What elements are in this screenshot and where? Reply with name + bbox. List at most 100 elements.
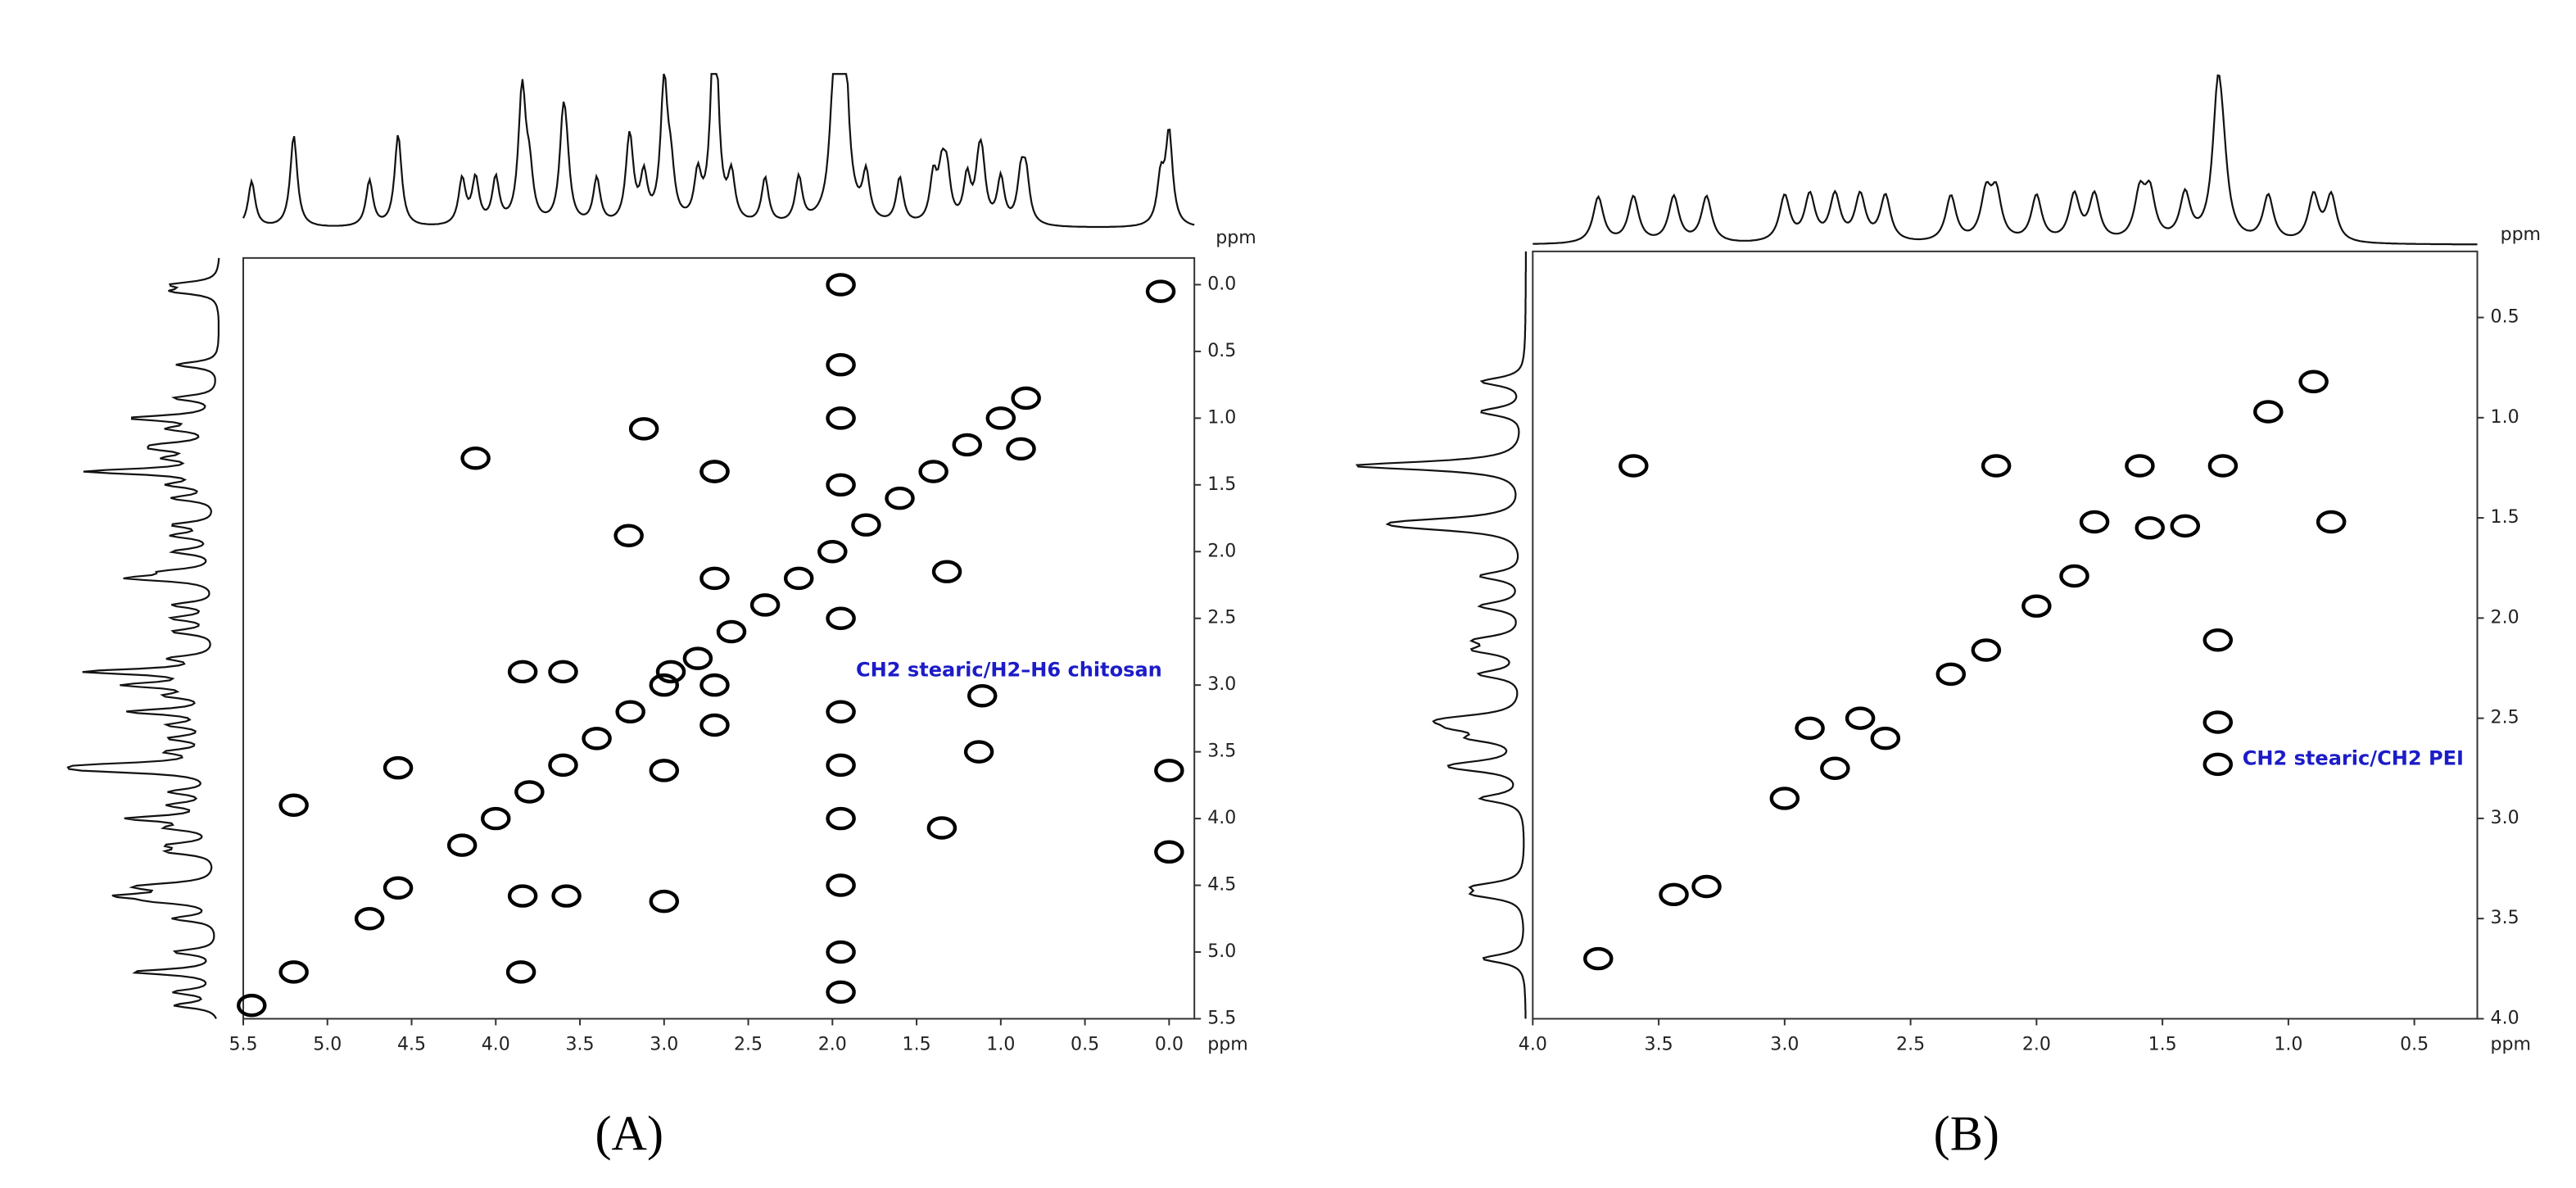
x-tick-label: 2.5 [734, 1035, 763, 1055]
contour-peaks [1583, 370, 2347, 971]
contour-peak [582, 727, 612, 750]
contour-peak [2059, 564, 2089, 588]
contour-peak [2203, 752, 2234, 777]
contour-peak [931, 560, 962, 583]
contour-peak [649, 673, 680, 697]
contour-peak [826, 873, 856, 897]
contour-peak [749, 593, 781, 617]
caption: (B) [1934, 1107, 1999, 1162]
contour-peak [278, 960, 309, 984]
x-tick-label: 1.5 [2148, 1035, 2177, 1055]
contour-peak [926, 816, 958, 840]
contour-peak [1795, 716, 1825, 741]
contour-peak [278, 793, 309, 818]
x-axis-label: ppm [2491, 1035, 2531, 1055]
contour-peak [826, 806, 856, 831]
contour-peak [514, 780, 545, 804]
contour-peak [1006, 437, 1036, 461]
contour-peak [885, 486, 915, 510]
annotation: CH2 stearic/H2–H6 chitosan [856, 658, 1162, 681]
contour-peak [2135, 516, 2165, 540]
x-tick-label: 3.5 [1645, 1035, 1673, 1055]
contour-peak [851, 513, 881, 537]
contour-peak [1583, 946, 1614, 971]
contour-peak [1845, 706, 1876, 730]
contour-peak [2170, 514, 2201, 538]
contour-peak [613, 524, 644, 547]
contour-peak [826, 753, 856, 778]
x-tick-label: 0.5 [2400, 1035, 2429, 1055]
x-tick-label: 5.5 [229, 1035, 257, 1055]
y-tick-label: 1.5 [2491, 507, 2519, 528]
top-projection [242, 73, 1195, 229]
x-tick-label: 2.0 [818, 1035, 847, 1055]
y-tick-label: 0.5 [2491, 307, 2519, 328]
x-tick-label: 3.0 [1770, 1035, 1799, 1055]
contour-peak [1981, 454, 2012, 478]
y-tick-label: 2.0 [2491, 607, 2519, 628]
x-axis-label: ppm [1207, 1035, 1247, 1055]
x-tick-label: 4.5 [397, 1035, 426, 1055]
x-tick-label: 1.5 [903, 1035, 931, 1055]
contour-peak [826, 352, 856, 377]
y-tick-label: 1.0 [1207, 407, 1236, 428]
contour-peak [826, 473, 856, 497]
contour-peak [963, 740, 994, 764]
x-tick-label: 2.0 [2022, 1035, 2051, 1055]
contour-peak [551, 884, 582, 908]
contour-peak [481, 806, 511, 831]
contour-peak [699, 713, 730, 737]
left-projection [1355, 251, 1528, 1019]
contour-peak [1618, 454, 1649, 478]
contour-peak [446, 833, 478, 857]
y-tick-label: 0.5 [1207, 341, 1236, 361]
contour-peak [1691, 874, 1722, 899]
y-tick-label: 5.5 [1207, 1008, 1236, 1028]
top-projection [1532, 74, 2478, 246]
contour-peak [237, 993, 267, 1018]
contour-peak [1870, 726, 1901, 750]
y-tick-label: 1.5 [1207, 474, 1236, 495]
x-tick-label: 0.0 [1155, 1035, 1184, 1055]
contour-peak [826, 700, 856, 723]
contour-peak [548, 753, 578, 778]
contour-peak [2125, 454, 2155, 478]
x-tick-label: 2.5 [1896, 1035, 1925, 1055]
x-tick-label: 0.5 [1071, 1035, 1099, 1055]
contour-peak [354, 907, 385, 931]
contour-peak [826, 406, 856, 430]
y-axis-label: ppm [2501, 224, 2541, 245]
contour-peak [383, 755, 414, 780]
contour-peak [2298, 370, 2329, 394]
x-tick-label: 1.0 [986, 1035, 1015, 1055]
contour-peak [826, 273, 856, 297]
contour-peak [2079, 510, 2110, 534]
contour-peak [2207, 454, 2239, 478]
contour-peak [817, 540, 848, 564]
y-tick-label: 1.0 [2491, 407, 2519, 428]
y-tick-label: 3.0 [2491, 808, 2519, 828]
x-tick-label: 3.0 [650, 1035, 678, 1055]
contour-peak [460, 446, 491, 470]
contour-peak [1154, 840, 1184, 864]
contour-peak [985, 406, 1016, 430]
contour-peak [918, 460, 948, 483]
y-tick-label: 4.0 [2491, 1008, 2519, 1028]
contour-peak [682, 646, 713, 670]
contour-peak [826, 606, 856, 630]
x-tick-label: 4.0 [1519, 1035, 1547, 1055]
contour-peak [507, 884, 538, 908]
contour-peak [699, 460, 730, 483]
contour-peak [2203, 710, 2234, 734]
contour-peak [967, 683, 998, 708]
caption: (A) [595, 1107, 664, 1162]
x-tick-label: 3.5 [565, 1035, 594, 1055]
y-tick-label: 3.5 [2491, 908, 2519, 928]
contour-peak [1769, 787, 1800, 810]
contour-peak [1145, 279, 1176, 303]
contour-peak [507, 660, 538, 684]
contour-peak [826, 940, 856, 964]
left-projection [66, 257, 220, 1019]
